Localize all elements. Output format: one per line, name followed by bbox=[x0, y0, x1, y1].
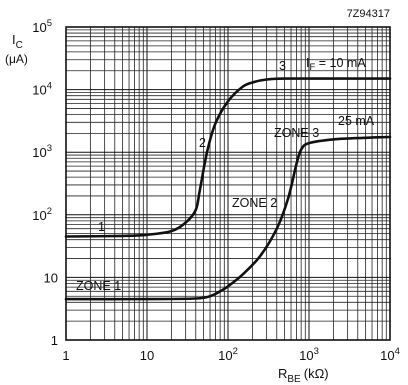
zone2-label: ZONE 2 bbox=[232, 196, 277, 210]
if2-annotation: 25 mA bbox=[338, 114, 375, 128]
curve-marker-1: 1 bbox=[98, 220, 105, 234]
x-tick-label: 1 bbox=[62, 348, 69, 363]
y-axis-unit: (μA) bbox=[5, 52, 28, 66]
tick-labels: 1 10 102 103 104 1 10 102 103 104 105 bbox=[32, 18, 400, 363]
zone3-label: ZONE 3 bbox=[274, 126, 319, 140]
series-line-2 bbox=[64, 135, 392, 301]
x-axis-label: RBE (kΩ) bbox=[278, 366, 329, 385]
y-tick-label: 102 bbox=[32, 206, 52, 223]
if-annotation: IF = 10 mA bbox=[306, 56, 366, 73]
plot-frame bbox=[65, 26, 391, 341]
x-tick-label: 102 bbox=[218, 346, 238, 363]
figure-id: 7Z94317 bbox=[347, 8, 390, 20]
curve-marker-2: 2 bbox=[199, 136, 206, 150]
y-tick-label: 105 bbox=[32, 18, 52, 35]
y-tick-label: 1 bbox=[51, 333, 58, 348]
y-tick-label: 104 bbox=[32, 81, 52, 98]
x-tick-label: 10 bbox=[140, 348, 154, 363]
curve-marker-3: 3 bbox=[279, 59, 286, 73]
zone1-label: ZONE 1 bbox=[76, 279, 121, 293]
y-axis-label: IC bbox=[12, 32, 23, 51]
series-line-1 bbox=[64, 77, 392, 238]
x-tick-label: 103 bbox=[299, 346, 319, 363]
series-curves bbox=[64, 77, 392, 301]
x-tick-label: 104 bbox=[380, 346, 400, 363]
y-tick-label: 103 bbox=[32, 143, 52, 160]
grid bbox=[65, 27, 390, 341]
y-tick-label: 10 bbox=[44, 270, 58, 285]
